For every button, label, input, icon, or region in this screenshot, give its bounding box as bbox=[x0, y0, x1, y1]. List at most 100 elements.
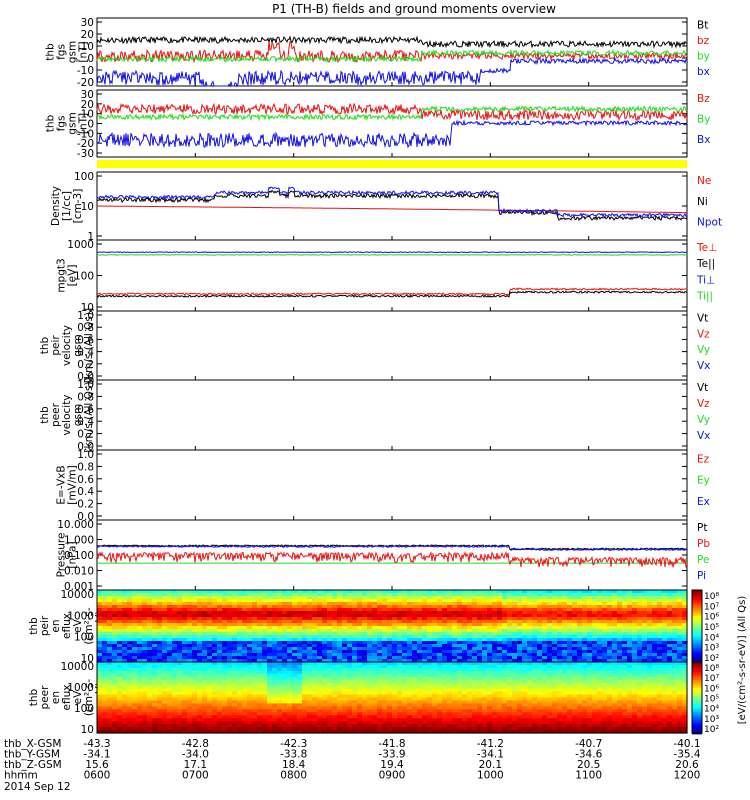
spectrogram-cell bbox=[382, 599, 388, 603]
y-axis-label: thbfgsgsm[nT] bbox=[45, 41, 90, 63]
spectrogram-cell bbox=[362, 679, 368, 684]
spectrogram-cell bbox=[307, 712, 313, 716]
spectrogram-cell bbox=[442, 724, 448, 728]
spectrogram-cell bbox=[187, 724, 193, 728]
spectrogram-cell bbox=[637, 653, 643, 657]
spectrogram-cell bbox=[147, 593, 153, 597]
spectrogram-cell bbox=[422, 662, 428, 666]
spectrogram-cell bbox=[467, 721, 473, 725]
spectrogram-cell bbox=[662, 656, 668, 660]
spectrogram-cell bbox=[142, 724, 148, 728]
spectrogram-cell bbox=[192, 691, 198, 696]
spectrogram-cell bbox=[297, 650, 303, 654]
spectrogram-cell bbox=[557, 617, 563, 621]
spectrogram-cell bbox=[152, 641, 158, 645]
spectrogram-cell bbox=[232, 656, 238, 660]
spectrogram-cell bbox=[252, 638, 258, 642]
spectrogram-cell bbox=[442, 670, 448, 675]
spectrogram-cell bbox=[412, 605, 418, 609]
spectrogram-cell bbox=[642, 611, 648, 615]
spectrogram-cell bbox=[422, 691, 428, 696]
spectrogram-cell bbox=[122, 662, 128, 666]
spectrogram-cell bbox=[447, 676, 453, 681]
spectrogram-cell bbox=[192, 626, 198, 630]
spectrogram-cell bbox=[347, 602, 353, 606]
spectrogram-cell bbox=[372, 712, 378, 716]
spectrogram-cell bbox=[562, 611, 568, 615]
spectrogram-cell bbox=[167, 662, 173, 666]
spectrogram-cell bbox=[147, 712, 153, 716]
spectrogram-cell bbox=[152, 697, 158, 702]
spectrogram-cell bbox=[307, 623, 313, 627]
spectrogram-cell bbox=[472, 697, 478, 702]
spectrogram-cell bbox=[207, 626, 213, 630]
spectrogram-cell bbox=[152, 706, 158, 710]
spectrogram-cell bbox=[432, 614, 438, 618]
spectrogram-cell bbox=[272, 688, 278, 693]
spectrogram-cell bbox=[327, 682, 333, 687]
spectrogram-cell bbox=[192, 632, 198, 636]
spectrogram-cell bbox=[227, 590, 233, 594]
spectrogram-cell bbox=[627, 611, 633, 615]
spectrogram-cell bbox=[307, 676, 313, 681]
spectrogram-cell bbox=[202, 650, 208, 654]
spectrogram-cell bbox=[132, 605, 138, 609]
spectrogram-cell bbox=[432, 694, 438, 699]
spectrogram-cell bbox=[412, 608, 418, 612]
spectrogram-cell bbox=[452, 596, 458, 600]
spectrogram-cell bbox=[392, 673, 398, 678]
spectrogram-cell bbox=[267, 647, 273, 651]
spectrogram-cell bbox=[267, 617, 273, 621]
spectrogram-cell bbox=[607, 650, 613, 654]
spectrogram-cell bbox=[547, 602, 553, 606]
spectrogram-cell bbox=[382, 706, 388, 710]
spectrogram-cell bbox=[507, 632, 513, 636]
spectrogram-cell bbox=[592, 593, 598, 597]
spectrogram-cell bbox=[332, 632, 338, 636]
spectrogram-cell bbox=[472, 653, 478, 657]
spectrogram-cell bbox=[212, 721, 218, 725]
spectrogram-cell bbox=[447, 706, 453, 710]
spectrogram-cell bbox=[317, 676, 323, 681]
spectrogram-cell bbox=[322, 593, 328, 597]
spectrogram-cell bbox=[162, 611, 168, 615]
spectrogram-cell bbox=[662, 602, 668, 606]
quality-flag-bar bbox=[97, 160, 687, 168]
spectrogram-cell bbox=[422, 718, 428, 722]
spectrogram-cell bbox=[462, 718, 468, 722]
spectrogram-cell bbox=[127, 682, 133, 687]
spectrogram-cell bbox=[192, 605, 198, 609]
spectrogram-cell bbox=[117, 590, 123, 594]
spectrogram-cell bbox=[437, 596, 443, 600]
spectrogram-cell bbox=[122, 712, 128, 716]
spectrogram-cell bbox=[352, 659, 358, 663]
y-axis-label-line: thb bbox=[39, 336, 51, 354]
spectrogram-cell bbox=[167, 721, 173, 725]
spectrogram-cell bbox=[457, 691, 463, 696]
spectrogram-cell bbox=[192, 662, 198, 666]
spectrogram-cell bbox=[382, 632, 388, 636]
spectrogram-cell bbox=[352, 647, 358, 651]
spectrogram-cell bbox=[627, 599, 633, 603]
y-tick-label: 10 bbox=[81, 109, 94, 121]
spectrogram-cell bbox=[257, 727, 263, 731]
spectrogram-cell bbox=[222, 641, 228, 645]
spectrogram-cell bbox=[317, 724, 323, 728]
spectrogram-cell bbox=[452, 626, 458, 630]
spectrogram-cell bbox=[137, 647, 143, 651]
spectrogram-cell bbox=[417, 697, 423, 702]
spectrogram-cell bbox=[452, 644, 458, 648]
spectrogram-cell bbox=[147, 682, 153, 687]
spectrogram-cell bbox=[292, 602, 298, 606]
spectrogram-cell bbox=[427, 626, 433, 630]
spectrogram-cell bbox=[327, 659, 333, 663]
spectrogram-cell bbox=[237, 611, 243, 615]
spectrogram-cell bbox=[537, 647, 543, 651]
spectrogram-cell bbox=[447, 596, 453, 600]
spectrogram-cell bbox=[142, 641, 148, 645]
spectrogram-cell bbox=[552, 626, 558, 630]
spectrogram-cell bbox=[102, 712, 108, 716]
spectrogram-cell bbox=[642, 626, 648, 630]
spectrogram-cell bbox=[397, 629, 403, 633]
spectrogram-cell bbox=[242, 647, 248, 651]
